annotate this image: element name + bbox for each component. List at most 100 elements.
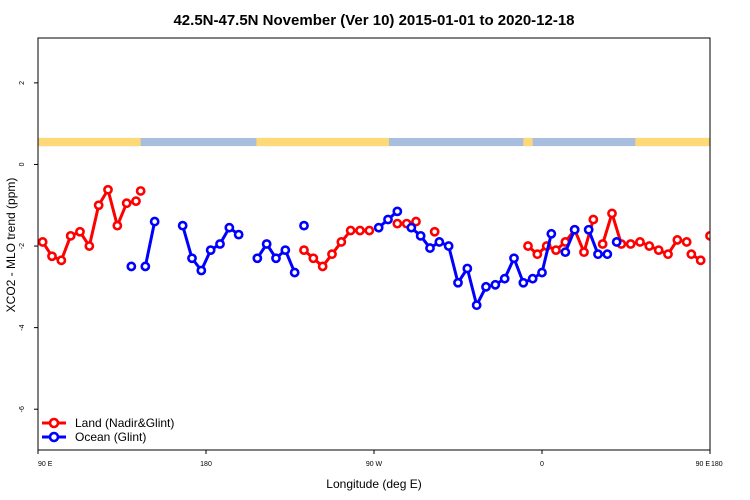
series-0-point: [112, 220, 123, 231]
series-0-point: [625, 239, 636, 249]
y-tick-label-2: -2: [19, 243, 26, 249]
series-1-point: [177, 220, 188, 231]
legend-label-1: Ocean (Glint): [75, 430, 146, 444]
series-0-point: [327, 249, 337, 260]
series-1-point: [415, 230, 426, 241]
series-layer: [38, 184, 750, 311]
y-axis: -6 -4 -2 0 2: [19, 81, 38, 412]
series-1-point: [527, 273, 538, 284]
series-1-point: [462, 263, 473, 274]
series-0-point: [725, 242, 732, 249]
series-1-line-1: [143, 221, 157, 267]
series-1-point: [499, 273, 510, 284]
series-0-point: [364, 225, 375, 236]
series-1-point: [593, 249, 603, 260]
y-tick-label-4: 2: [19, 81, 26, 85]
series-1-point: [196, 265, 207, 276]
series-1-point: [509, 253, 519, 264]
plot-frame: [37, 37, 711, 451]
series-0-point: [532, 249, 543, 260]
series-0-point: [56, 255, 67, 266]
series-1-point: [569, 224, 580, 235]
y-tick-label-1: -4: [19, 324, 26, 330]
series-0-point: [744, 186, 750, 193]
x-axis-title: Longitude (deg E): [326, 477, 421, 491]
x-tick-label-3: 0: [540, 461, 544, 468]
series-1-point: [280, 245, 291, 256]
series-1-point: [140, 261, 151, 272]
series-0-point: [672, 235, 683, 245]
series-0-point: [588, 214, 599, 225]
legend-label-0: Land (Nadir&Glint): [75, 416, 174, 430]
series-0-point: [336, 237, 347, 247]
legend: Land (Nadir&Glint)Ocean (Glint): [42, 416, 174, 444]
series-0-point: [551, 245, 561, 256]
series-1-point: [490, 279, 501, 290]
x-tick-label-2: 90 W: [366, 461, 383, 468]
y-tick-label-0: -6: [19, 406, 26, 412]
series-1-line-10: [725, 222, 744, 267]
series-1-point: [126, 261, 137, 272]
series-0-line-8: [709, 234, 710, 236]
series-1-point: [443, 241, 454, 251]
series-1-point: [149, 216, 160, 227]
legend-item-1: Ocean (Glint): [42, 430, 146, 444]
series-1-point: [471, 300, 482, 311]
series-1: [126, 206, 747, 311]
land-segment-2: [523, 137, 533, 147]
x-tick-label-0: 90 E: [38, 461, 53, 468]
series-0-line-6: [601, 211, 687, 256]
series-0-point: [705, 230, 710, 241]
series-1-point: [299, 220, 309, 231]
series-1-point: [611, 237, 622, 247]
series-1-point: [721, 263, 728, 270]
series-1-point: [271, 253, 281, 264]
series-0-point: [734, 202, 741, 209]
x-axis: 90 E 180 90 W 0 90 E 180: [37, 450, 723, 468]
series-0-point: [75, 226, 85, 237]
land-segment-3: [635, 137, 710, 147]
series-0-point: [47, 251, 57, 262]
series-0-point: [579, 247, 589, 258]
series-0-point: [355, 225, 365, 236]
series-0-point: [716, 228, 723, 235]
series-1-point: [481, 281, 491, 292]
series-1-point: [187, 253, 197, 264]
series-1-point: [425, 243, 435, 253]
series-1-point: [453, 277, 463, 288]
series-0-point: [644, 241, 655, 251]
x-tick-label-right-0: 180: [711, 461, 723, 468]
series-1-point: [373, 222, 384, 233]
series-0-point: [635, 237, 645, 247]
series-1-point: [602, 249, 613, 260]
series-1-line-6: [410, 226, 553, 307]
series-1-point: [406, 222, 417, 233]
land-segment-1: [256, 137, 389, 147]
legend-swatch-marker: [48, 417, 60, 429]
series-0-point: [681, 237, 692, 247]
series-0-point: [523, 241, 533, 251]
series-1-point: [233, 229, 244, 240]
land-mask-land-segments: [38, 137, 710, 147]
series-0-point: [299, 245, 309, 256]
series-1-point: [560, 247, 571, 258]
series-0-point: [663, 249, 673, 260]
series-0-point: [38, 237, 48, 247]
series-0: [38, 184, 750, 272]
series-0-point: [686, 249, 697, 260]
series-0-point: [65, 230, 76, 241]
series-1-point: [252, 253, 263, 264]
series-1-point: [583, 224, 594, 235]
series-0-point: [653, 245, 664, 256]
series-0-point: [317, 261, 328, 272]
series-0-point: [607, 208, 617, 219]
series-1-point: [546, 228, 557, 239]
series-0-point: [103, 184, 113, 195]
series-0-point: [131, 196, 141, 207]
series-0-point: [308, 253, 319, 264]
series-1-point: [434, 237, 445, 247]
series-1-point: [205, 245, 216, 256]
series-1-point: [740, 218, 747, 225]
legend-item-0: Land (Nadir&Glint): [42, 416, 174, 430]
chart-title: 42.5N-47.5N November (Ver 10) 2015-01-01…: [173, 12, 574, 29]
